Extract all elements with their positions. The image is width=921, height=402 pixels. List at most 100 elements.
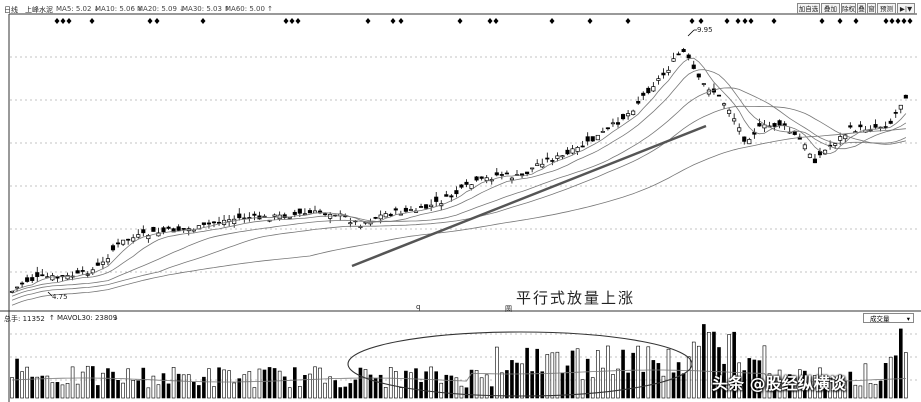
volume-bar — [116, 380, 120, 399]
volume-bar — [242, 374, 247, 399]
volume-bar — [707, 332, 711, 399]
candle-body — [65, 275, 70, 280]
candle-body — [590, 136, 595, 142]
candle-body — [499, 174, 504, 176]
volume-bar — [833, 386, 837, 399]
volume-bar — [323, 382, 327, 399]
candle-body — [454, 190, 459, 195]
mavol-label: MAVOL30: 23809 — [57, 314, 118, 322]
candle-body — [100, 261, 105, 265]
volume-bar — [575, 348, 580, 399]
volume-bar — [540, 371, 545, 399]
volume-bar — [621, 349, 625, 399]
candle-body — [20, 282, 25, 285]
volume-bar — [570, 350, 575, 399]
volume-bar — [560, 372, 565, 399]
volume-bar — [803, 370, 807, 399]
candle-body — [176, 226, 181, 231]
high-marker-icon — [687, 29, 697, 37]
volume-bar — [595, 350, 600, 399]
volume-bar — [838, 374, 843, 399]
candle-body — [727, 109, 732, 114]
candle-body — [903, 94, 908, 99]
candle-body — [45, 276, 50, 279]
candle-body — [893, 112, 898, 114]
volume-bar — [308, 373, 312, 399]
volume-ma-line — [11, 369, 906, 383]
toolbar-button[interactable]: 窗 — [867, 3, 876, 14]
volume-bar — [388, 367, 393, 399]
volume-bar — [772, 385, 777, 399]
volume-bar — [222, 369, 226, 399]
volume-bar — [136, 380, 141, 399]
volume-bar — [696, 345, 701, 399]
candle-body — [747, 139, 752, 145]
volume-bar — [399, 387, 403, 399]
ma-legend-item: MA20: 5.09 ↓ — [137, 5, 185, 13]
candle-body — [449, 195, 454, 198]
volume-bar — [368, 374, 373, 399]
period-label[interactable]: 日线 — [4, 6, 18, 14]
candle-body — [90, 269, 95, 274]
candle-body — [873, 124, 878, 128]
volume-bar — [343, 386, 348, 399]
volume-bar — [217, 367, 221, 399]
candle-body — [131, 237, 136, 242]
volume-bar — [171, 367, 176, 399]
volume-bar — [641, 371, 646, 399]
candle-body — [701, 83, 706, 85]
candle-body — [459, 184, 464, 188]
toolbar-button[interactable]: 叠 — [857, 3, 866, 14]
volume-total-label: 总手: 11352 — [4, 315, 45, 323]
volume-bar — [156, 384, 161, 399]
volume-bar — [378, 374, 383, 399]
volume-bar — [691, 341, 696, 399]
volume-bar — [525, 347, 529, 399]
moving-average-line — [11, 87, 907, 297]
volume-indicator-select[interactable]: 成交量 ▾ — [863, 313, 914, 323]
candle-body — [115, 242, 121, 245]
candle-body — [626, 113, 631, 117]
candle-body — [156, 232, 161, 237]
volume-bar — [272, 368, 277, 399]
volume-bar — [666, 348, 671, 399]
volume-bar — [515, 362, 519, 399]
candle-body — [822, 149, 828, 155]
candle-body — [742, 136, 747, 142]
volume-bar — [282, 376, 287, 399]
volume-bar — [611, 374, 615, 399]
signal-diamond-icon — [895, 18, 901, 24]
candle-body — [211, 221, 217, 224]
signal-diamond-icon — [901, 18, 907, 24]
volume-bar — [404, 370, 408, 399]
volume-bar — [20, 371, 24, 399]
volume-bar — [277, 370, 282, 399]
volume-bar — [702, 324, 706, 399]
candle-body — [424, 204, 429, 209]
volume-bar — [681, 373, 686, 399]
volume-bar — [146, 387, 151, 399]
candle-body — [141, 229, 146, 234]
candle-body — [671, 58, 676, 62]
toolbar-button[interactable]: 除权 — [841, 3, 856, 14]
volume-bar — [40, 375, 45, 399]
volume-bar — [661, 375, 666, 399]
candle-body — [570, 148, 575, 154]
candle-body — [307, 210, 313, 214]
toolbar-button[interactable]: 叠加 — [821, 3, 840, 14]
toolbar-button[interactable]: 加自选 — [797, 3, 820, 14]
volume-bar — [651, 360, 656, 399]
candle-body — [636, 101, 641, 104]
volume-bar — [186, 374, 191, 399]
candle-body — [646, 87, 651, 94]
signal-diamond-icon — [735, 18, 741, 24]
volume-bar — [752, 359, 757, 399]
toolbar-button[interactable]: 预测 — [877, 3, 896, 14]
volume-bar — [843, 381, 848, 399]
toolbar-button[interactable]: ▶|▼ — [897, 3, 915, 14]
candle-body — [838, 136, 843, 141]
volume-bar — [298, 386, 302, 399]
signal-diamond-icon — [398, 18, 404, 24]
volume-bar — [287, 387, 292, 399]
